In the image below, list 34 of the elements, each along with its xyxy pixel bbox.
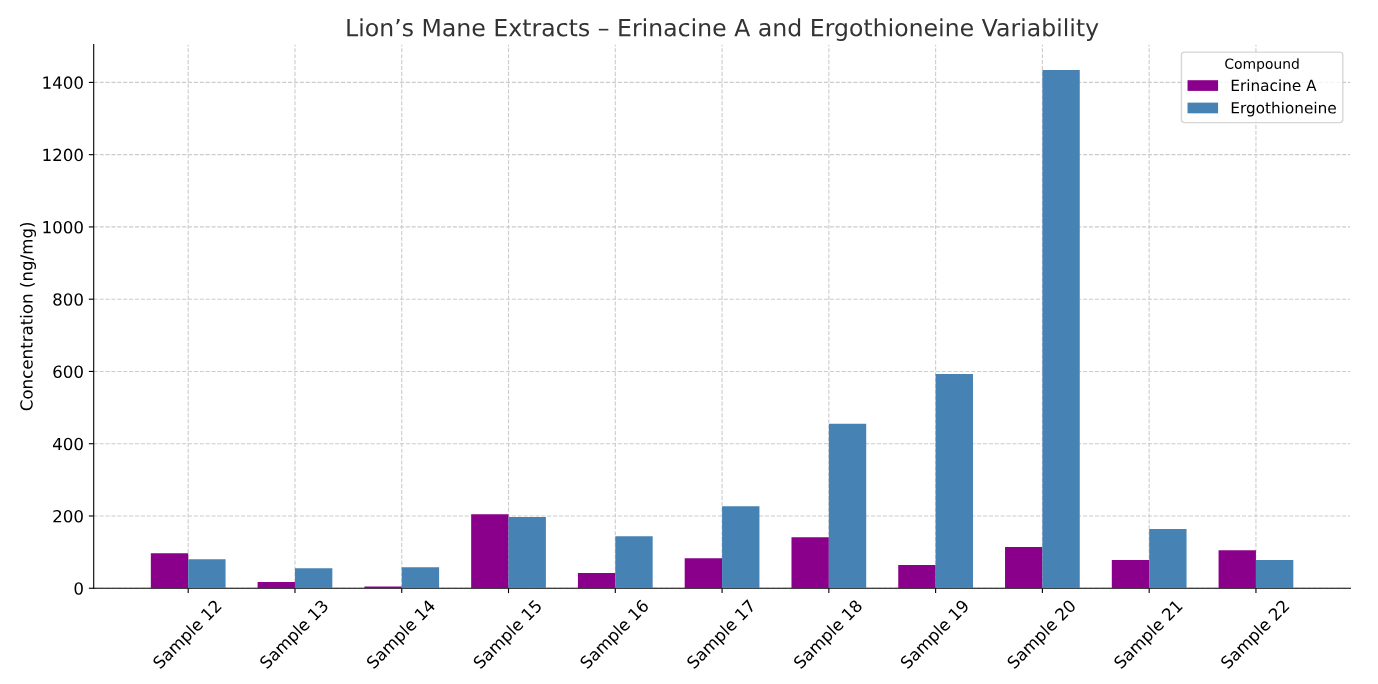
y-tick-label: 0 bbox=[74, 582, 83, 595]
y-tick-label: 1200 bbox=[43, 148, 83, 162]
y-tick-label: 200 bbox=[53, 509, 83, 523]
bar bbox=[508, 517, 546, 589]
bar bbox=[577, 573, 616, 589]
bar bbox=[935, 373, 973, 589]
bar bbox=[188, 559, 226, 589]
chart-title: Lion’s Mane Extracts – Erinacine A and Ergothioneine Variability bbox=[347, 18, 1099, 42]
bar bbox=[1005, 547, 1043, 589]
bar bbox=[1255, 560, 1294, 589]
legend-title: Compound bbox=[1225, 58, 1299, 72]
y-tick-label: 600 bbox=[53, 365, 83, 379]
y-tick-label: 400 bbox=[52, 437, 83, 451]
bar bbox=[1149, 528, 1187, 589]
bar bbox=[294, 568, 333, 589]
legend-label: Ergothioneine bbox=[1231, 101, 1336, 117]
bar bbox=[150, 553, 189, 589]
legend-label: Erinacine A bbox=[1231, 79, 1317, 92]
bar bbox=[791, 537, 829, 589]
bar bbox=[615, 536, 653, 589]
y-tick-label: 1000 bbox=[43, 220, 83, 234]
bar bbox=[828, 423, 867, 589]
bar bbox=[471, 514, 509, 589]
bar bbox=[1111, 560, 1150, 589]
bar bbox=[401, 567, 440, 589]
y-tick-label: 1400 bbox=[43, 76, 83, 89]
y-tick-label: 800 bbox=[53, 293, 83, 306]
bar bbox=[257, 582, 295, 589]
bar bbox=[1042, 70, 1080, 589]
bar bbox=[684, 558, 723, 589]
bar bbox=[898, 565, 936, 589]
bar bbox=[722, 506, 760, 589]
bar bbox=[1218, 550, 1256, 589]
y-axis-title: Concentration (ng/mg) bbox=[19, 222, 37, 411]
